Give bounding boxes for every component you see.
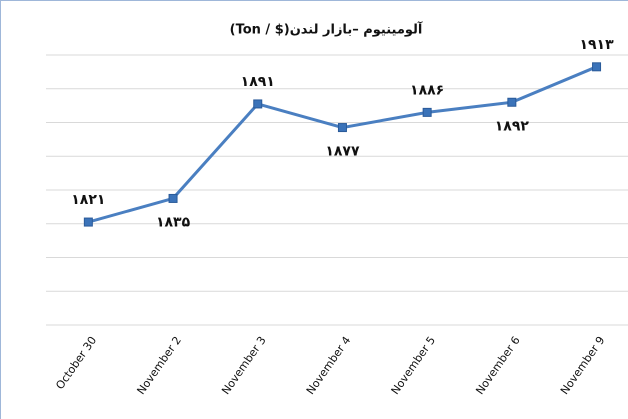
data-label: ۱۸۹۱ [241,74,275,90]
point-marker [83,217,93,227]
data-label: ۱۸۲۱ [71,192,105,208]
data-label: ۱۸۹۲ [495,118,530,134]
data-label: ۱۹۱۳ [579,37,614,53]
point-marker [592,62,602,72]
point-marker [507,97,517,107]
point-marker [422,107,432,117]
point-marker [253,99,263,109]
data-label: ۱۸۳۵ [156,214,191,230]
point-marker [337,123,347,133]
data-label: ۱۸۸۶ [410,82,444,98]
chart-title: آلومینیوم –بازار لندن($ / Ton) [230,21,423,38]
data-label: ۱۸۷۷ [325,144,360,160]
point-marker [168,193,178,203]
